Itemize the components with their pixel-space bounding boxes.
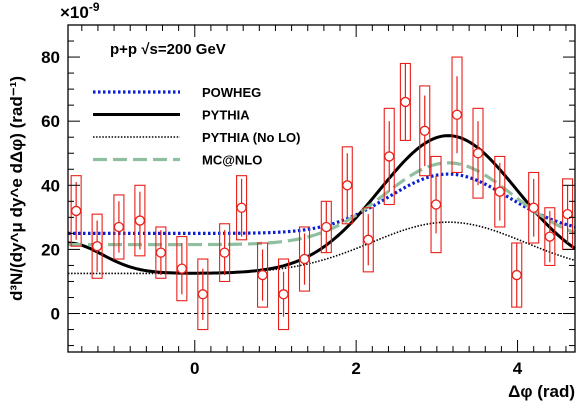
data-point <box>544 207 556 266</box>
y-tick-label: 40 <box>41 176 60 195</box>
data-point <box>472 107 484 199</box>
data-point <box>298 226 311 292</box>
x-axis-label: Δφ (rad) <box>508 382 575 401</box>
data-marker <box>384 151 395 162</box>
y-scale-factor: ×10-9 <box>60 0 100 22</box>
plot-frame <box>67 24 576 353</box>
data-marker <box>494 186 505 197</box>
series-line-powheg <box>68 172 576 235</box>
legend-label: POWHEG <box>202 85 261 100</box>
data-marker <box>400 96 411 108</box>
x-tick-label: 2 <box>351 359 360 378</box>
data-point <box>451 56 463 174</box>
data-marker <box>451 109 463 120</box>
data-point <box>341 146 353 225</box>
data-point <box>134 184 146 257</box>
series-line-pythia-no-lo- <box>68 221 576 275</box>
legend-label: PYTHIA (No LO) <box>202 130 300 145</box>
data-marker <box>219 247 230 258</box>
y-scale-exponent: -9 <box>89 0 100 14</box>
data-marker <box>176 263 188 274</box>
y-axis-label: d³N/(dy^μ dy^e dΔφ) (rad⁻¹) <box>7 76 26 301</box>
data-point <box>362 207 374 273</box>
data-point <box>399 62 411 141</box>
collision-annotation: p+p √s=200 GeV <box>110 41 226 58</box>
data-marker <box>197 289 208 300</box>
data-point <box>494 155 506 228</box>
data-point <box>197 258 209 331</box>
data-point <box>277 258 290 331</box>
series-line-mc-nlo <box>68 161 576 247</box>
y-tick-label: 80 <box>41 48 60 67</box>
data-point <box>113 194 125 260</box>
data-point <box>430 155 442 254</box>
data-point <box>257 242 269 308</box>
y-tick-label: 20 <box>41 240 60 259</box>
data-marker <box>257 269 268 281</box>
data-marker <box>342 180 353 191</box>
data-marker <box>430 199 442 210</box>
data-point <box>236 175 248 241</box>
data-marker <box>91 241 103 252</box>
data-marker <box>236 202 247 213</box>
data-point <box>70 175 82 247</box>
data-point <box>383 107 395 206</box>
data-marker <box>321 221 332 233</box>
data-point <box>91 213 103 279</box>
data-marker <box>113 221 125 233</box>
data-point <box>320 200 332 254</box>
x-tick-label: 0 <box>190 359 199 378</box>
data-marker <box>419 125 430 136</box>
legend-label: PYTHIA <box>202 108 250 123</box>
x-tick-label: 4 <box>513 359 523 378</box>
data-marker <box>562 208 573 220</box>
data-marker <box>134 215 146 226</box>
data-marker <box>544 231 555 242</box>
data-marker <box>278 289 289 300</box>
data-marker <box>472 148 484 159</box>
data-marker <box>528 202 539 213</box>
legend-label: MC@NLO <box>202 153 262 168</box>
data-marker <box>299 253 310 265</box>
y-tick-label: 60 <box>41 112 60 131</box>
data-point <box>528 171 540 244</box>
data-point <box>511 242 523 308</box>
data-marker <box>511 269 522 281</box>
data-point <box>176 236 188 302</box>
data-marker <box>155 247 167 258</box>
data-point <box>419 85 431 177</box>
data-point <box>219 223 231 283</box>
data-marker <box>71 205 82 217</box>
y-tick-label: 0 <box>51 305 60 324</box>
data-marker <box>363 234 374 245</box>
data-point <box>155 226 167 279</box>
